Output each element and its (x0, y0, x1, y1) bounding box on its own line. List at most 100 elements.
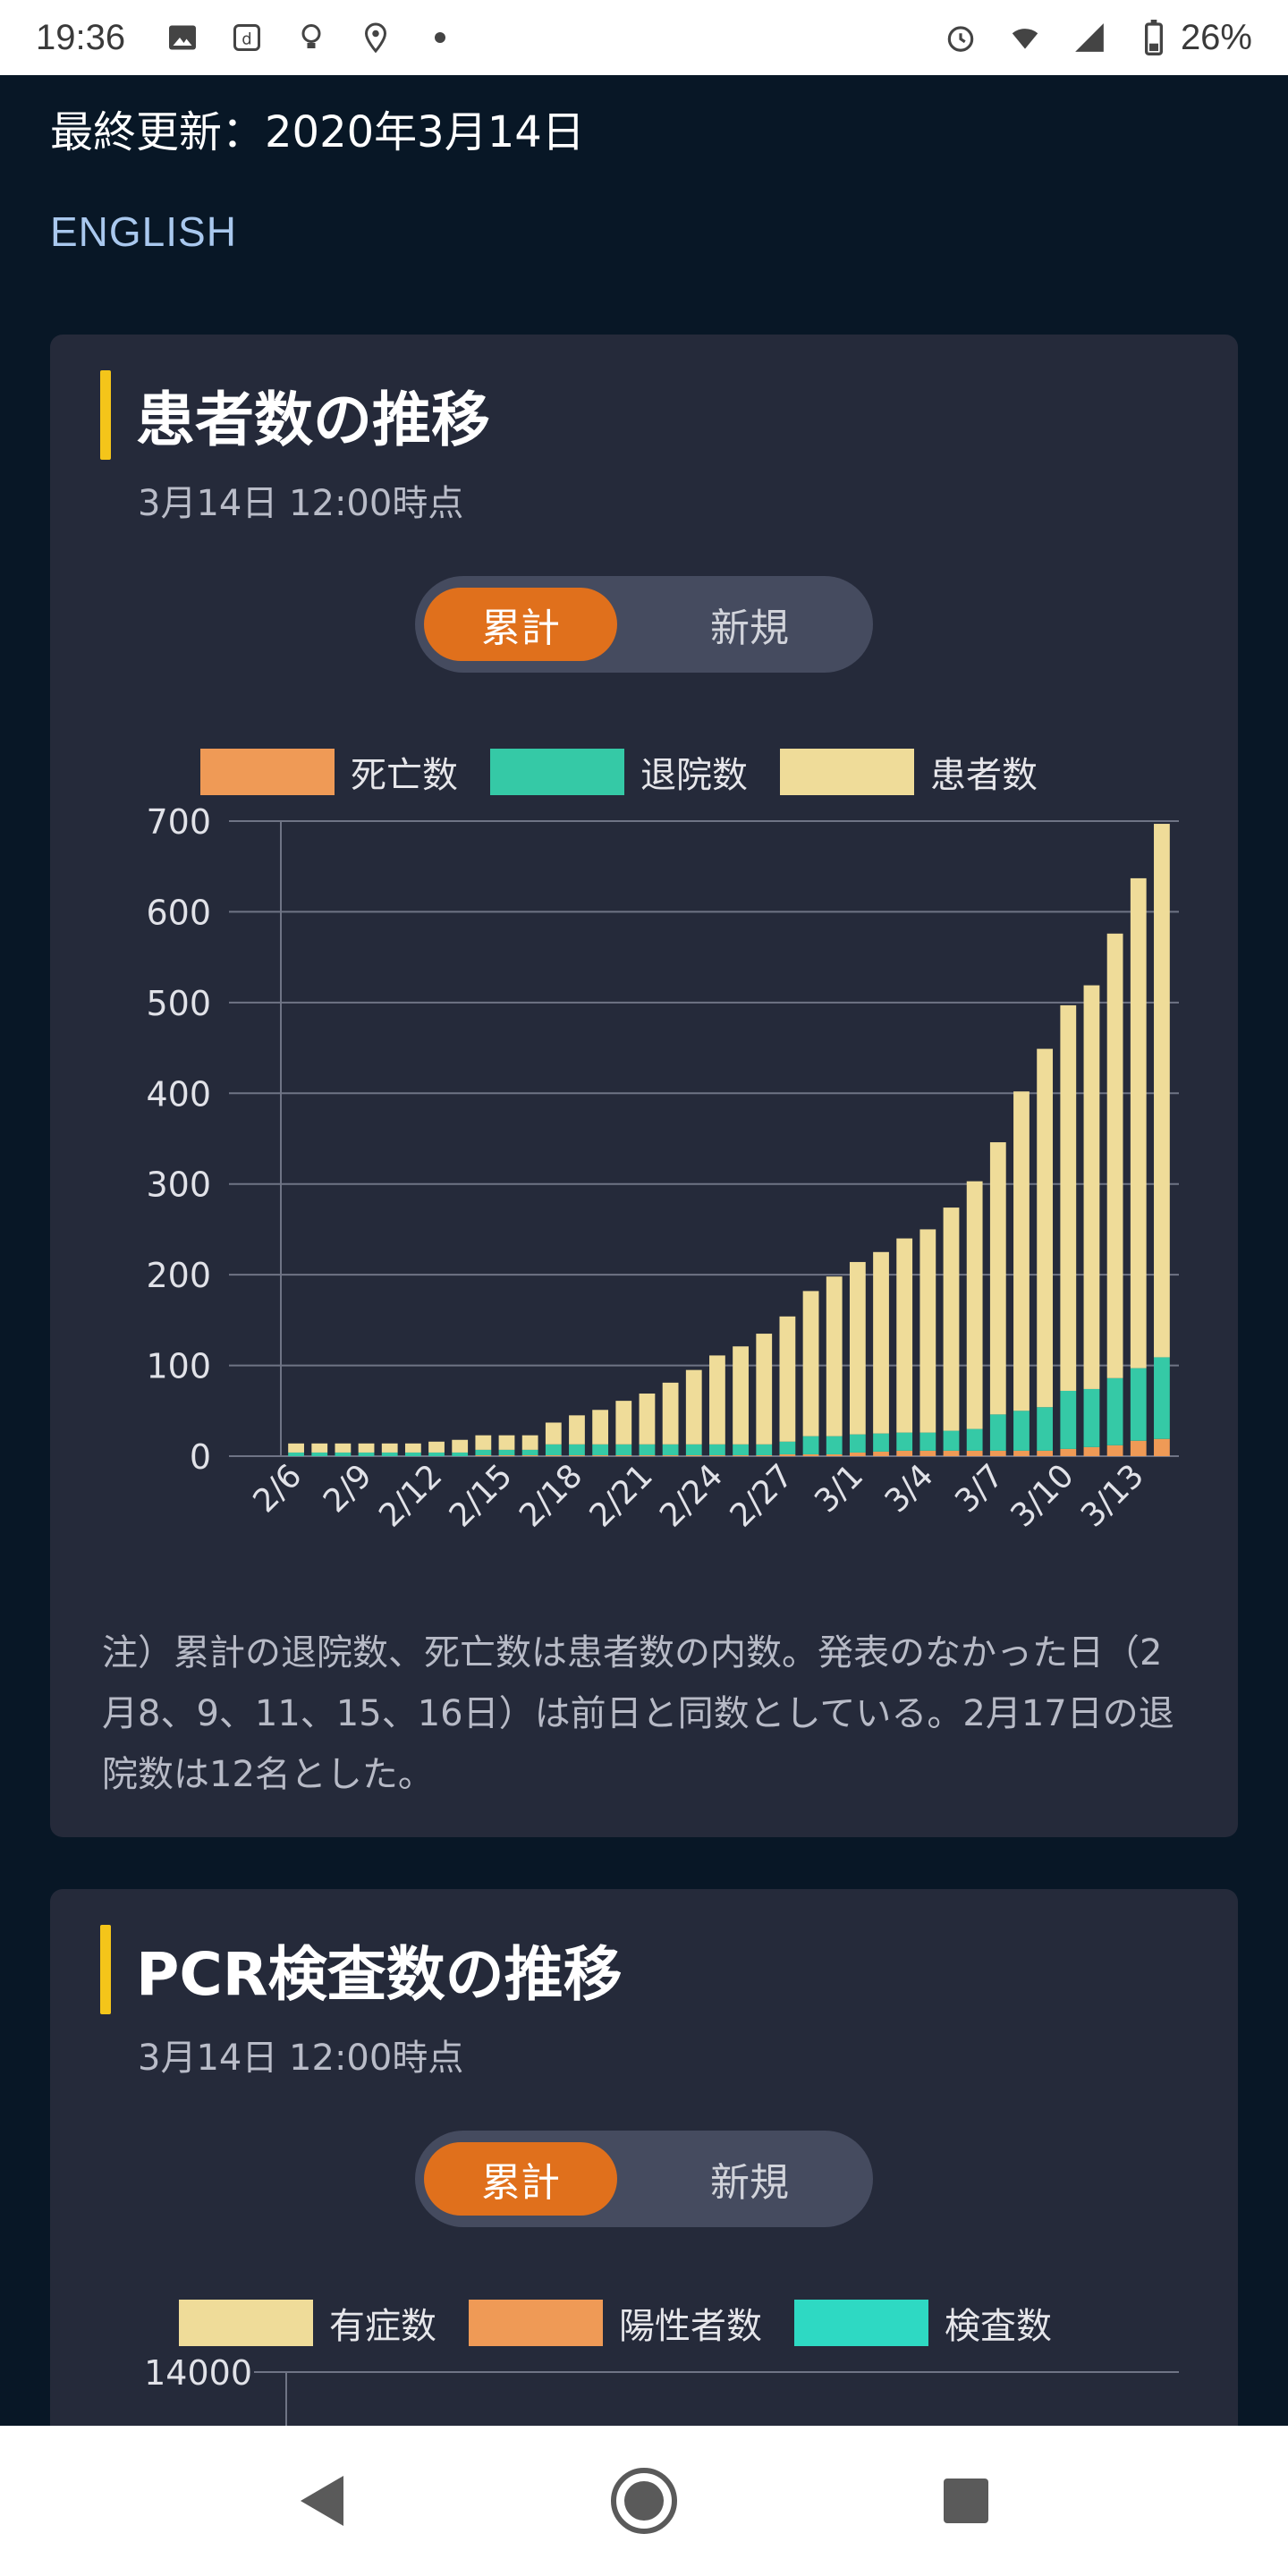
bar-segment-patients[interactable] (1130, 877, 1147, 1368)
bar-segment-deaths[interactable] (896, 1450, 913, 1456)
bar-segment-deaths[interactable] (873, 1451, 889, 1456)
bar-segment-patients[interactable] (709, 1355, 725, 1445)
bar-segment-patients[interactable] (966, 1181, 983, 1429)
bar-segment-discharged[interactable] (849, 1434, 866, 1453)
bar-segment-deaths[interactable] (756, 1454, 773, 1456)
bar-segment-discharged[interactable] (592, 1444, 609, 1455)
bar-segment-deaths[interactable] (779, 1453, 796, 1456)
bar-segment-patients[interactable] (1013, 1091, 1030, 1411)
bar-segment-patients[interactable] (545, 1422, 562, 1445)
bar-segment-deaths[interactable] (943, 1450, 960, 1456)
bar-segment-deaths[interactable] (966, 1450, 983, 1456)
bar-segment-patients[interactable] (452, 1439, 469, 1453)
bar-segment-patients[interactable] (1083, 985, 1100, 1389)
bar-segment-discharged[interactable] (452, 1452, 469, 1456)
bar-segment-discharged[interactable] (1130, 1368, 1147, 1441)
toggle-cumulative[interactable]: 累計 (424, 2142, 617, 2216)
toggle-new[interactable]: 新規 (710, 606, 789, 651)
bar-segment-discharged[interactable] (733, 1444, 749, 1455)
legend-item-discharged[interactable]: 退院数 (490, 746, 748, 798)
bar-segment-discharged[interactable] (498, 1449, 515, 1455)
legend-item-patients[interactable]: 患者数 (780, 746, 1038, 798)
bar-segment-discharged[interactable] (288, 1452, 304, 1456)
legend-item-tests[interactable]: 検査数 (794, 2297, 1052, 2349)
bar-segment-patients[interactable] (849, 1261, 866, 1435)
bar-segment-discharged[interactable] (358, 1452, 375, 1456)
bar-segment-patients[interactable] (943, 1208, 960, 1431)
bar-segment-deaths[interactable] (1130, 1440, 1147, 1456)
bar-segment-discharged[interactable] (381, 1452, 398, 1456)
bar-segment-deaths[interactable] (826, 1453, 843, 1456)
bar-segment-deaths[interactable] (989, 1450, 1006, 1456)
bar-segment-discharged[interactable] (756, 1444, 773, 1455)
bar-segment-discharged[interactable] (545, 1444, 562, 1455)
bar-segment-deaths[interactable] (1013, 1450, 1030, 1456)
bar-segment-discharged[interactable] (1013, 1411, 1030, 1451)
nav-back-button[interactable] (268, 2447, 376, 2555)
bar-segment-deaths[interactable] (615, 1454, 632, 1456)
bar-segment-discharged[interactable] (1106, 1377, 1123, 1445)
bar-segment-deaths[interactable] (919, 1450, 936, 1456)
bar-segment-discharged[interactable] (1060, 1390, 1077, 1449)
bar-segment-patients[interactable] (381, 1443, 398, 1453)
bar-segment-deaths[interactable] (498, 1454, 515, 1456)
bar-segment-discharged[interactable] (709, 1444, 725, 1455)
bar-segment-discharged[interactable] (989, 1414, 1006, 1451)
bar-segment-discharged[interactable] (943, 1430, 960, 1451)
bar-segment-discharged[interactable] (779, 1441, 796, 1454)
bar-segment-patients[interactable] (662, 1382, 679, 1445)
bar-segment-patients[interactable] (498, 1435, 515, 1450)
english-link[interactable]: ENGLISH (50, 208, 237, 255)
bar-segment-patients[interactable] (428, 1441, 445, 1453)
bar-segment-deaths[interactable] (545, 1454, 562, 1456)
bar-segment-discharged[interactable] (569, 1444, 585, 1455)
bar-segment-discharged[interactable] (873, 1433, 889, 1452)
bar-segment-deaths[interactable] (1037, 1450, 1054, 1456)
bar-segment-patients[interactable] (1037, 1048, 1054, 1408)
bar-segment-patients[interactable] (404, 1443, 421, 1453)
bar-segment-patients[interactable] (639, 1394, 656, 1445)
bar-segment-patients[interactable] (896, 1238, 913, 1433)
bar-segment-discharged[interactable] (311, 1452, 328, 1456)
bar-segment-patients[interactable] (1106, 933, 1123, 1378)
legend-item-deaths[interactable]: 死亡数 (200, 746, 458, 798)
bar-segment-discharged[interactable] (966, 1428, 983, 1451)
toggle-new[interactable]: 新規 (710, 2160, 789, 2206)
bar-segment-patients[interactable] (1154, 824, 1170, 1358)
bar-segment-discharged[interactable] (615, 1444, 632, 1455)
bar-segment-patients[interactable] (592, 1410, 609, 1445)
bar-segment-discharged[interactable] (1083, 1388, 1100, 1447)
bar-segment-patients[interactable] (802, 1291, 819, 1436)
bar-segment-discharged[interactable] (685, 1444, 702, 1455)
bar-segment-patients[interactable] (756, 1334, 773, 1445)
bar-segment-discharged[interactable] (896, 1432, 913, 1451)
bar-segment-discharged[interactable] (521, 1449, 538, 1455)
bar-segment-deaths[interactable] (1106, 1445, 1123, 1456)
toggle-cumulative[interactable]: 累計 (424, 588, 617, 661)
bar-segment-deaths[interactable] (1060, 1448, 1077, 1456)
bar-segment-patients[interactable] (311, 1443, 328, 1453)
bar-segment-patients[interactable] (288, 1443, 304, 1453)
bar-segment-discharged[interactable] (475, 1449, 492, 1455)
bar-segment-deaths[interactable] (662, 1454, 679, 1456)
bar-segment-patients[interactable] (475, 1435, 492, 1450)
bar-segment-deaths[interactable] (569, 1454, 585, 1456)
bar-segment-deaths[interactable] (521, 1454, 538, 1456)
bar-segment-patients[interactable] (826, 1276, 843, 1436)
bar-segment-deaths[interactable] (685, 1454, 702, 1456)
bar-segment-patients[interactable] (569, 1415, 585, 1445)
bar-segment-discharged[interactable] (1154, 1357, 1170, 1439)
bar-segment-patients[interactable] (335, 1443, 352, 1453)
bar-segment-deaths[interactable] (1154, 1438, 1170, 1456)
bar-segment-deaths[interactable] (592, 1454, 609, 1456)
legend-item-symptomatic[interactable]: 有症数 (179, 2297, 436, 2349)
bar-segment-discharged[interactable] (639, 1444, 656, 1455)
bar-segment-discharged[interactable] (1037, 1407, 1054, 1451)
bar-segment-patients[interactable] (1060, 1004, 1077, 1391)
bar-segment-discharged[interactable] (662, 1444, 679, 1455)
nav-recents-button[interactable] (912, 2447, 1020, 2555)
bar-segment-patients[interactable] (873, 1251, 889, 1434)
bar-segment-patients[interactable] (919, 1229, 936, 1433)
bar-segment-patients[interactable] (521, 1435, 538, 1450)
bar-segment-deaths[interactable] (1083, 1446, 1100, 1456)
